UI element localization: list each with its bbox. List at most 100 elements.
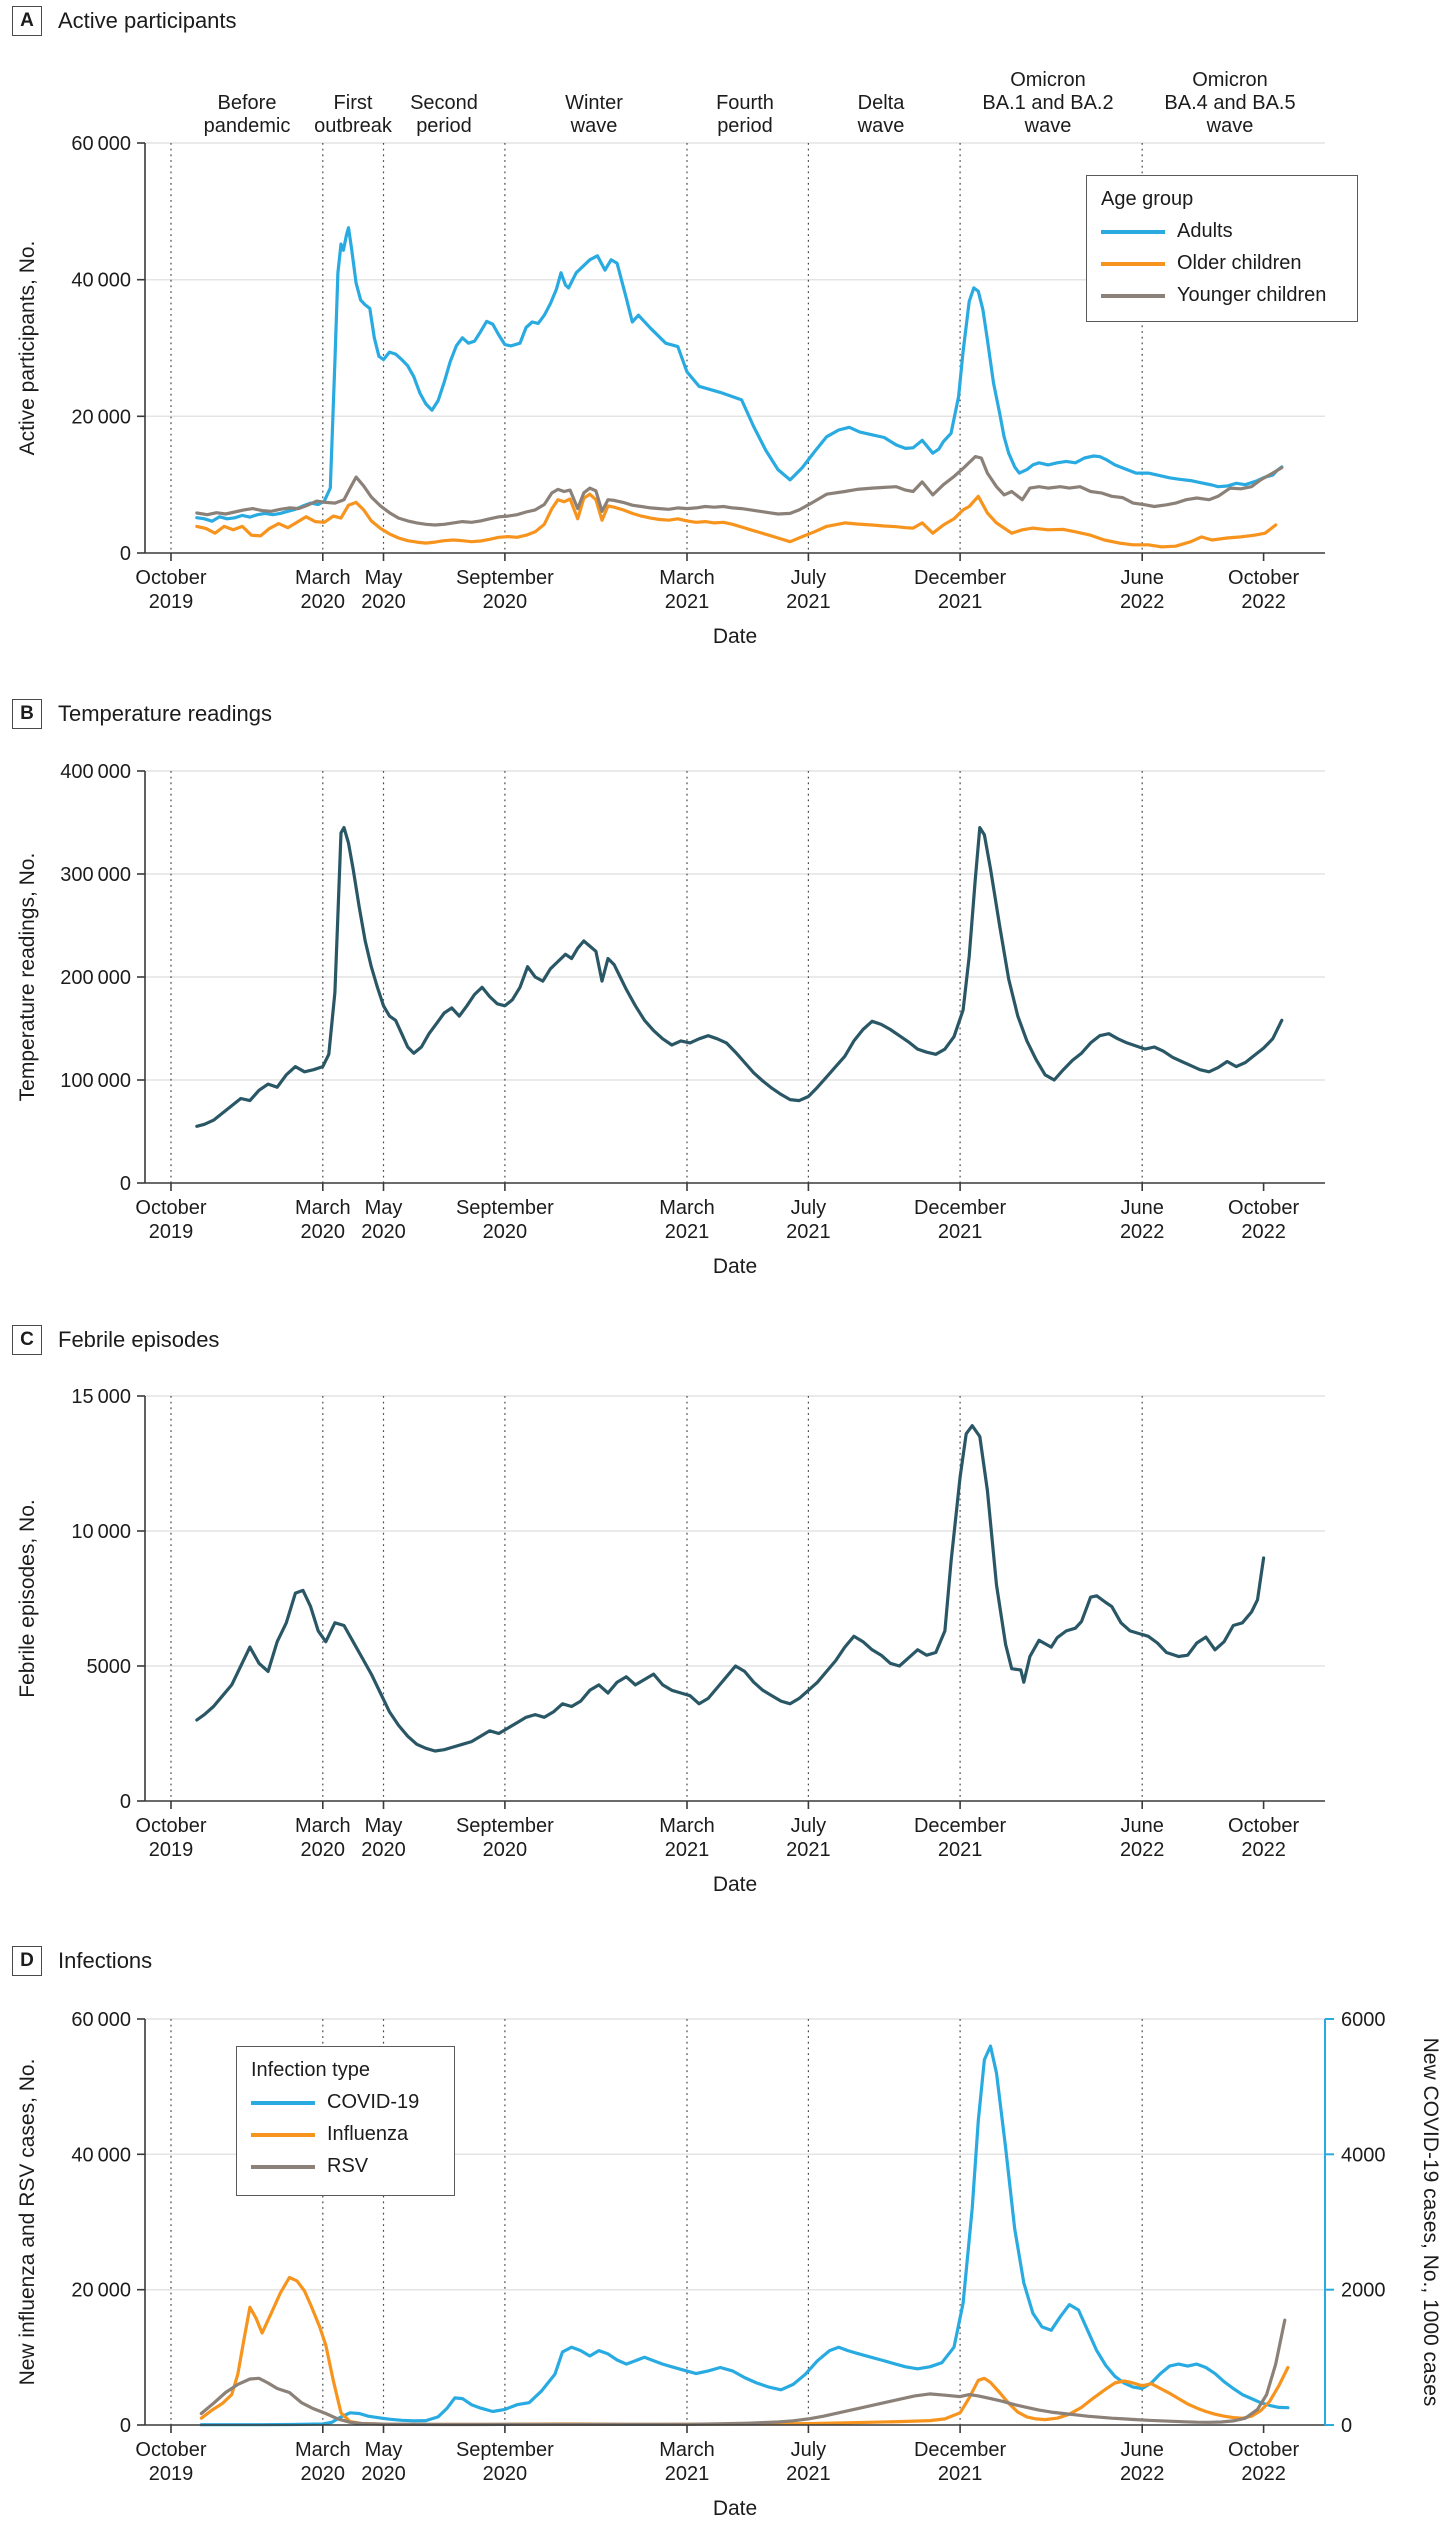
x-tick-label-year: 2022 (1120, 2463, 1165, 2485)
x-tick-label-month: July (791, 1815, 827, 1837)
y-tick-label: 0 (120, 1791, 131, 1813)
x-tick-label-month: December (914, 567, 1007, 589)
x-tick-label-month: March (659, 2439, 715, 2461)
x-tick-label-month: June (1121, 567, 1164, 589)
y-axis-title: Febrile episodes, No. (16, 1499, 39, 1697)
legend-swatch-younger-children (1101, 293, 1165, 298)
y-tick-label: 10 000 (71, 1521, 131, 1543)
x-tick-label-month: March (659, 1815, 715, 1837)
x-tick-label-month: October (1228, 2439, 1299, 2461)
x-tick-label-year: 2020 (361, 2463, 406, 2485)
x-axis-title: Date (713, 625, 757, 648)
x-tick-label-month: May (365, 1197, 403, 1219)
panel-c-title: Febrile episodes (58, 1327, 220, 1352)
period-label-line: Winter (565, 92, 623, 114)
y-tick-label: 20 000 (71, 2280, 131, 2302)
series-line-older-children (195, 492, 1278, 549)
y-axis-title: Temperature readings, No. (16, 853, 39, 1102)
x-tick-label-month: May (365, 1815, 403, 1837)
x-tick-label-year: 2020 (301, 1221, 346, 1243)
x-tick-label-year: 2020 (361, 1839, 406, 1861)
right-y-tick-label: 4000 (1341, 2144, 1386, 2166)
x-tick-label-year: 2021 (665, 1839, 710, 1861)
x-tick-label-month: July (791, 2439, 827, 2461)
x-tick-label-month: March (295, 1815, 351, 1837)
x-tick-label-month: December (914, 1815, 1007, 1837)
period-label: Second period (410, 92, 478, 138)
legend-title: Age group (1101, 188, 1194, 210)
x-tick-label-month: September (456, 2439, 554, 2461)
x-tick-label-month: May (365, 567, 403, 589)
infection-type-legend: Infection type COVID-19 Influenza RSV (236, 2046, 455, 2196)
x-tick-label-month: September (456, 1197, 554, 1219)
y-axis-title: New influenza and RSV cases, No. (16, 2059, 39, 2386)
x-tick-label-year: 2021 (938, 1839, 983, 1861)
x-tick-label-month: March (295, 2439, 351, 2461)
age-group-legend: Age group Adults Older children Younger chi… (1086, 175, 1358, 322)
legend-label: COVID-19 (327, 2091, 420, 2113)
period-label-line: period (717, 115, 773, 137)
x-tick-label-year: 2020 (301, 2463, 346, 2485)
x-tick-label-month: March (659, 567, 715, 589)
series-line-influenza (199, 2275, 1290, 2426)
period-label: Winter wave (565, 92, 623, 138)
x-tick-label-month: March (295, 567, 351, 589)
series-line-rsv (199, 2318, 1287, 2427)
x-tick-label-month: May (365, 2439, 403, 2461)
x-tick-label-month: October (1228, 567, 1299, 589)
x-tick-label-year: 2020 (483, 591, 528, 613)
period-label: Delta wave (858, 92, 905, 138)
x-tick-label-month: September (456, 1815, 554, 1837)
right-y-axis-title: New COVID-19 cases, No., 1000 cases (1419, 2038, 1439, 2407)
y-tick-label: 400 000 (60, 761, 131, 783)
period-label: Before pandemic (204, 92, 291, 138)
period-label: Fourth period (716, 92, 774, 138)
x-tick-label-month: September (456, 567, 554, 589)
x-tick-label-month: December (914, 2439, 1007, 2461)
panel-b-letter-badge: B (12, 699, 42, 729)
x-tick-label-year: 2020 (361, 591, 406, 613)
y-tick-label: 40 000 (71, 2144, 131, 2166)
y-tick-label: 200 000 (60, 967, 131, 989)
x-tick-label-year: 2021 (938, 1221, 983, 1243)
series-line-febrile-episodes (195, 1424, 1266, 1753)
period-label-line: Fourth (716, 92, 774, 114)
panel-b-header: B Temperature readings (12, 699, 272, 729)
panel-a-title: Active participants (58, 8, 237, 33)
x-tick-label-month: October (1228, 1815, 1299, 1837)
legend-item: Older children (1101, 252, 1343, 275)
legend-label: Adults (1177, 220, 1233, 242)
right-y-tick-label: 2000 (1341, 2280, 1386, 2302)
x-tick-label-month: June (1121, 2439, 1164, 2461)
x-tick-label-year: 2020 (301, 1839, 346, 1861)
legend-label: Influenza (327, 2123, 409, 2145)
x-tick-label-month: October (135, 567, 206, 589)
period-label: Omicron BA.1 and BA.2 wave (982, 69, 1113, 138)
x-tick-label-month: July (791, 1197, 827, 1219)
series-line-younger-children (195, 455, 1284, 527)
legend-swatch-rsv (251, 2164, 315, 2169)
x-tick-label-year: 2022 (1241, 2463, 1286, 2485)
x-tick-label-year: 2020 (361, 1221, 406, 1243)
period-label-line: Omicron (1010, 69, 1086, 91)
x-tick-label-year: 2021 (938, 591, 983, 613)
x-tick-label-year: 2020 (483, 2463, 528, 2485)
legend-swatch-covid-19 (251, 2100, 315, 2105)
legend-swatch-influenza (251, 2132, 315, 2137)
legend-swatch-older-children (1101, 261, 1165, 266)
x-tick-label-year: 2021 (938, 2463, 983, 2485)
right-y-tick-label: 6000 (1341, 2009, 1386, 2031)
x-tick-label-year: 2020 (483, 1839, 528, 1861)
x-tick-label-year: 2021 (786, 2463, 831, 2485)
legend-item: Influenza (251, 2123, 440, 2146)
series-line-adults (195, 226, 1284, 523)
period-label-line: pandemic (203, 115, 291, 137)
period-label-line: Second (410, 92, 478, 114)
x-tick-label-month: July (791, 567, 827, 589)
x-tick-label-year: 2022 (1241, 591, 1286, 613)
period-label-line: wave (857, 115, 905, 137)
